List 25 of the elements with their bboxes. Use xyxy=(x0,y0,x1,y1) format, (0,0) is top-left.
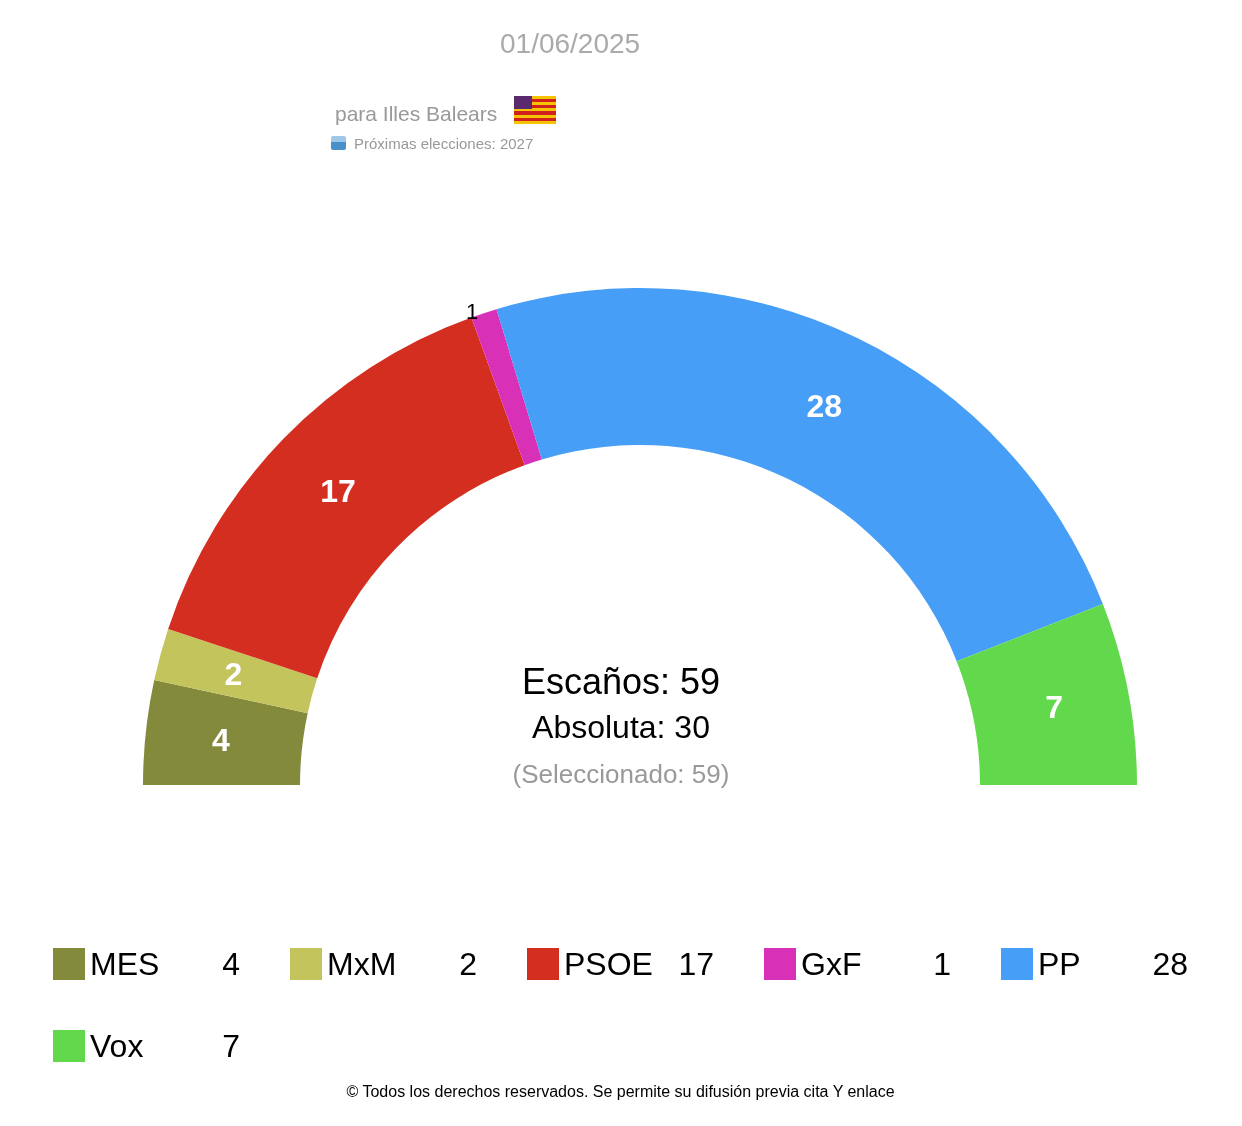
legend-label: PSOE xyxy=(564,946,653,982)
chart-subtitle: para Illes Balears xyxy=(335,102,498,125)
text: 1 xyxy=(933,946,951,982)
text: 17 xyxy=(678,946,714,982)
text: Escaños: 59 xyxy=(521,660,721,702)
text: Próximas elecciones: 2027 xyxy=(354,135,534,152)
data-label: 2 xyxy=(224,656,243,693)
text: 2 xyxy=(459,946,477,982)
legend-label: PP xyxy=(1038,946,1081,982)
text: Absoluta: 30 xyxy=(532,709,710,745)
data-label: 7 xyxy=(1045,688,1064,725)
text: © Todos los derechos reservados. Se permite su difusión previa cita Y enlace xyxy=(346,1082,895,1100)
text: 4 xyxy=(222,946,240,982)
data-label: 28 xyxy=(806,387,843,424)
data-label: 17 xyxy=(320,472,356,509)
legend-label: GxF xyxy=(801,946,862,982)
text: 28 xyxy=(1152,946,1188,982)
data-label: 1 xyxy=(466,298,479,324)
text: 7 xyxy=(222,1028,240,1064)
data-label: 4 xyxy=(211,722,230,759)
legend-label: MES xyxy=(90,946,160,982)
legend-label: Vox xyxy=(90,1028,144,1064)
chart-title: 01/06/2025 xyxy=(500,27,641,59)
legend-label: MxM xyxy=(327,946,397,982)
text: (Seleccionado: 59) xyxy=(512,759,730,789)
